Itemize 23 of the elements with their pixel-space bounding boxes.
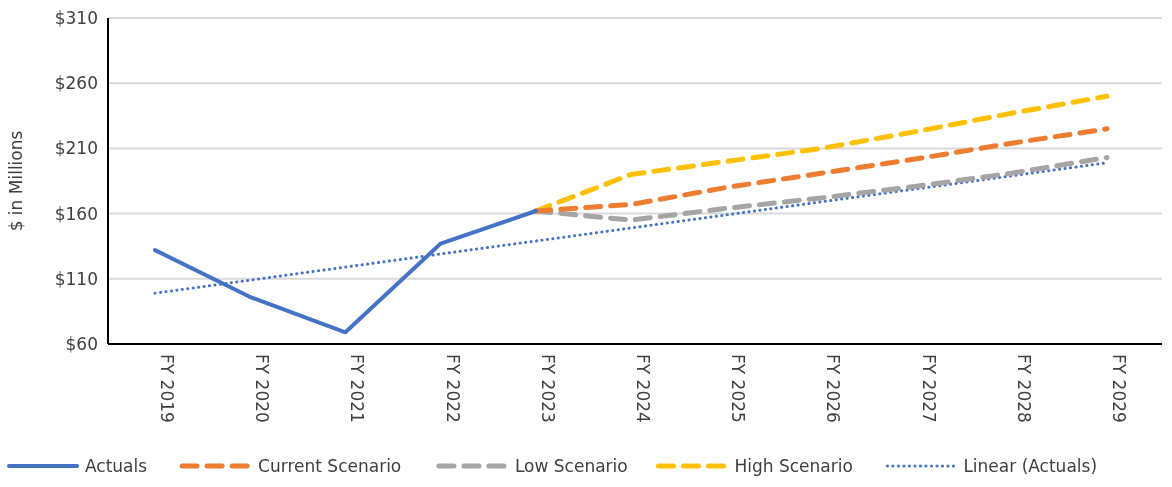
legend-label: Actuals — [85, 455, 148, 476]
y-tick-label: $210 — [54, 138, 98, 159]
x-tick-label: FY 2021 — [347, 354, 368, 423]
x-tick-label: FY 2023 — [537, 354, 558, 423]
x-tick-label: FY 2022 — [442, 354, 463, 423]
x-tick-label: FY 2024 — [633, 354, 653, 423]
x-tick-label: FY 2027 — [918, 354, 939, 423]
y-axis-title: $ in Millions — [6, 130, 26, 232]
legend-label: Current Scenario — [258, 455, 402, 476]
legend-label: Low Scenario — [514, 455, 628, 476]
x-tick-label: FY 2020 — [252, 354, 273, 423]
x-tick-label: FY 2025 — [728, 354, 749, 423]
y-tick-label: $260 — [54, 73, 98, 94]
legend-label: Linear (Actuals) — [963, 455, 1098, 476]
y-tick-label: $60 — [65, 333, 98, 354]
y-tick-label: $310 — [54, 7, 98, 28]
y-tick-label: $160 — [54, 203, 98, 224]
x-tick-label: FY 2026 — [823, 354, 844, 423]
x-tick-label: FY 2028 — [1013, 354, 1034, 423]
y-tick-label: $110 — [54, 268, 98, 289]
legend-label: High Scenario — [734, 455, 853, 476]
x-tick-label: FY 2019 — [157, 354, 177, 423]
x-tick-label: FY 2029 — [1109, 354, 1129, 423]
